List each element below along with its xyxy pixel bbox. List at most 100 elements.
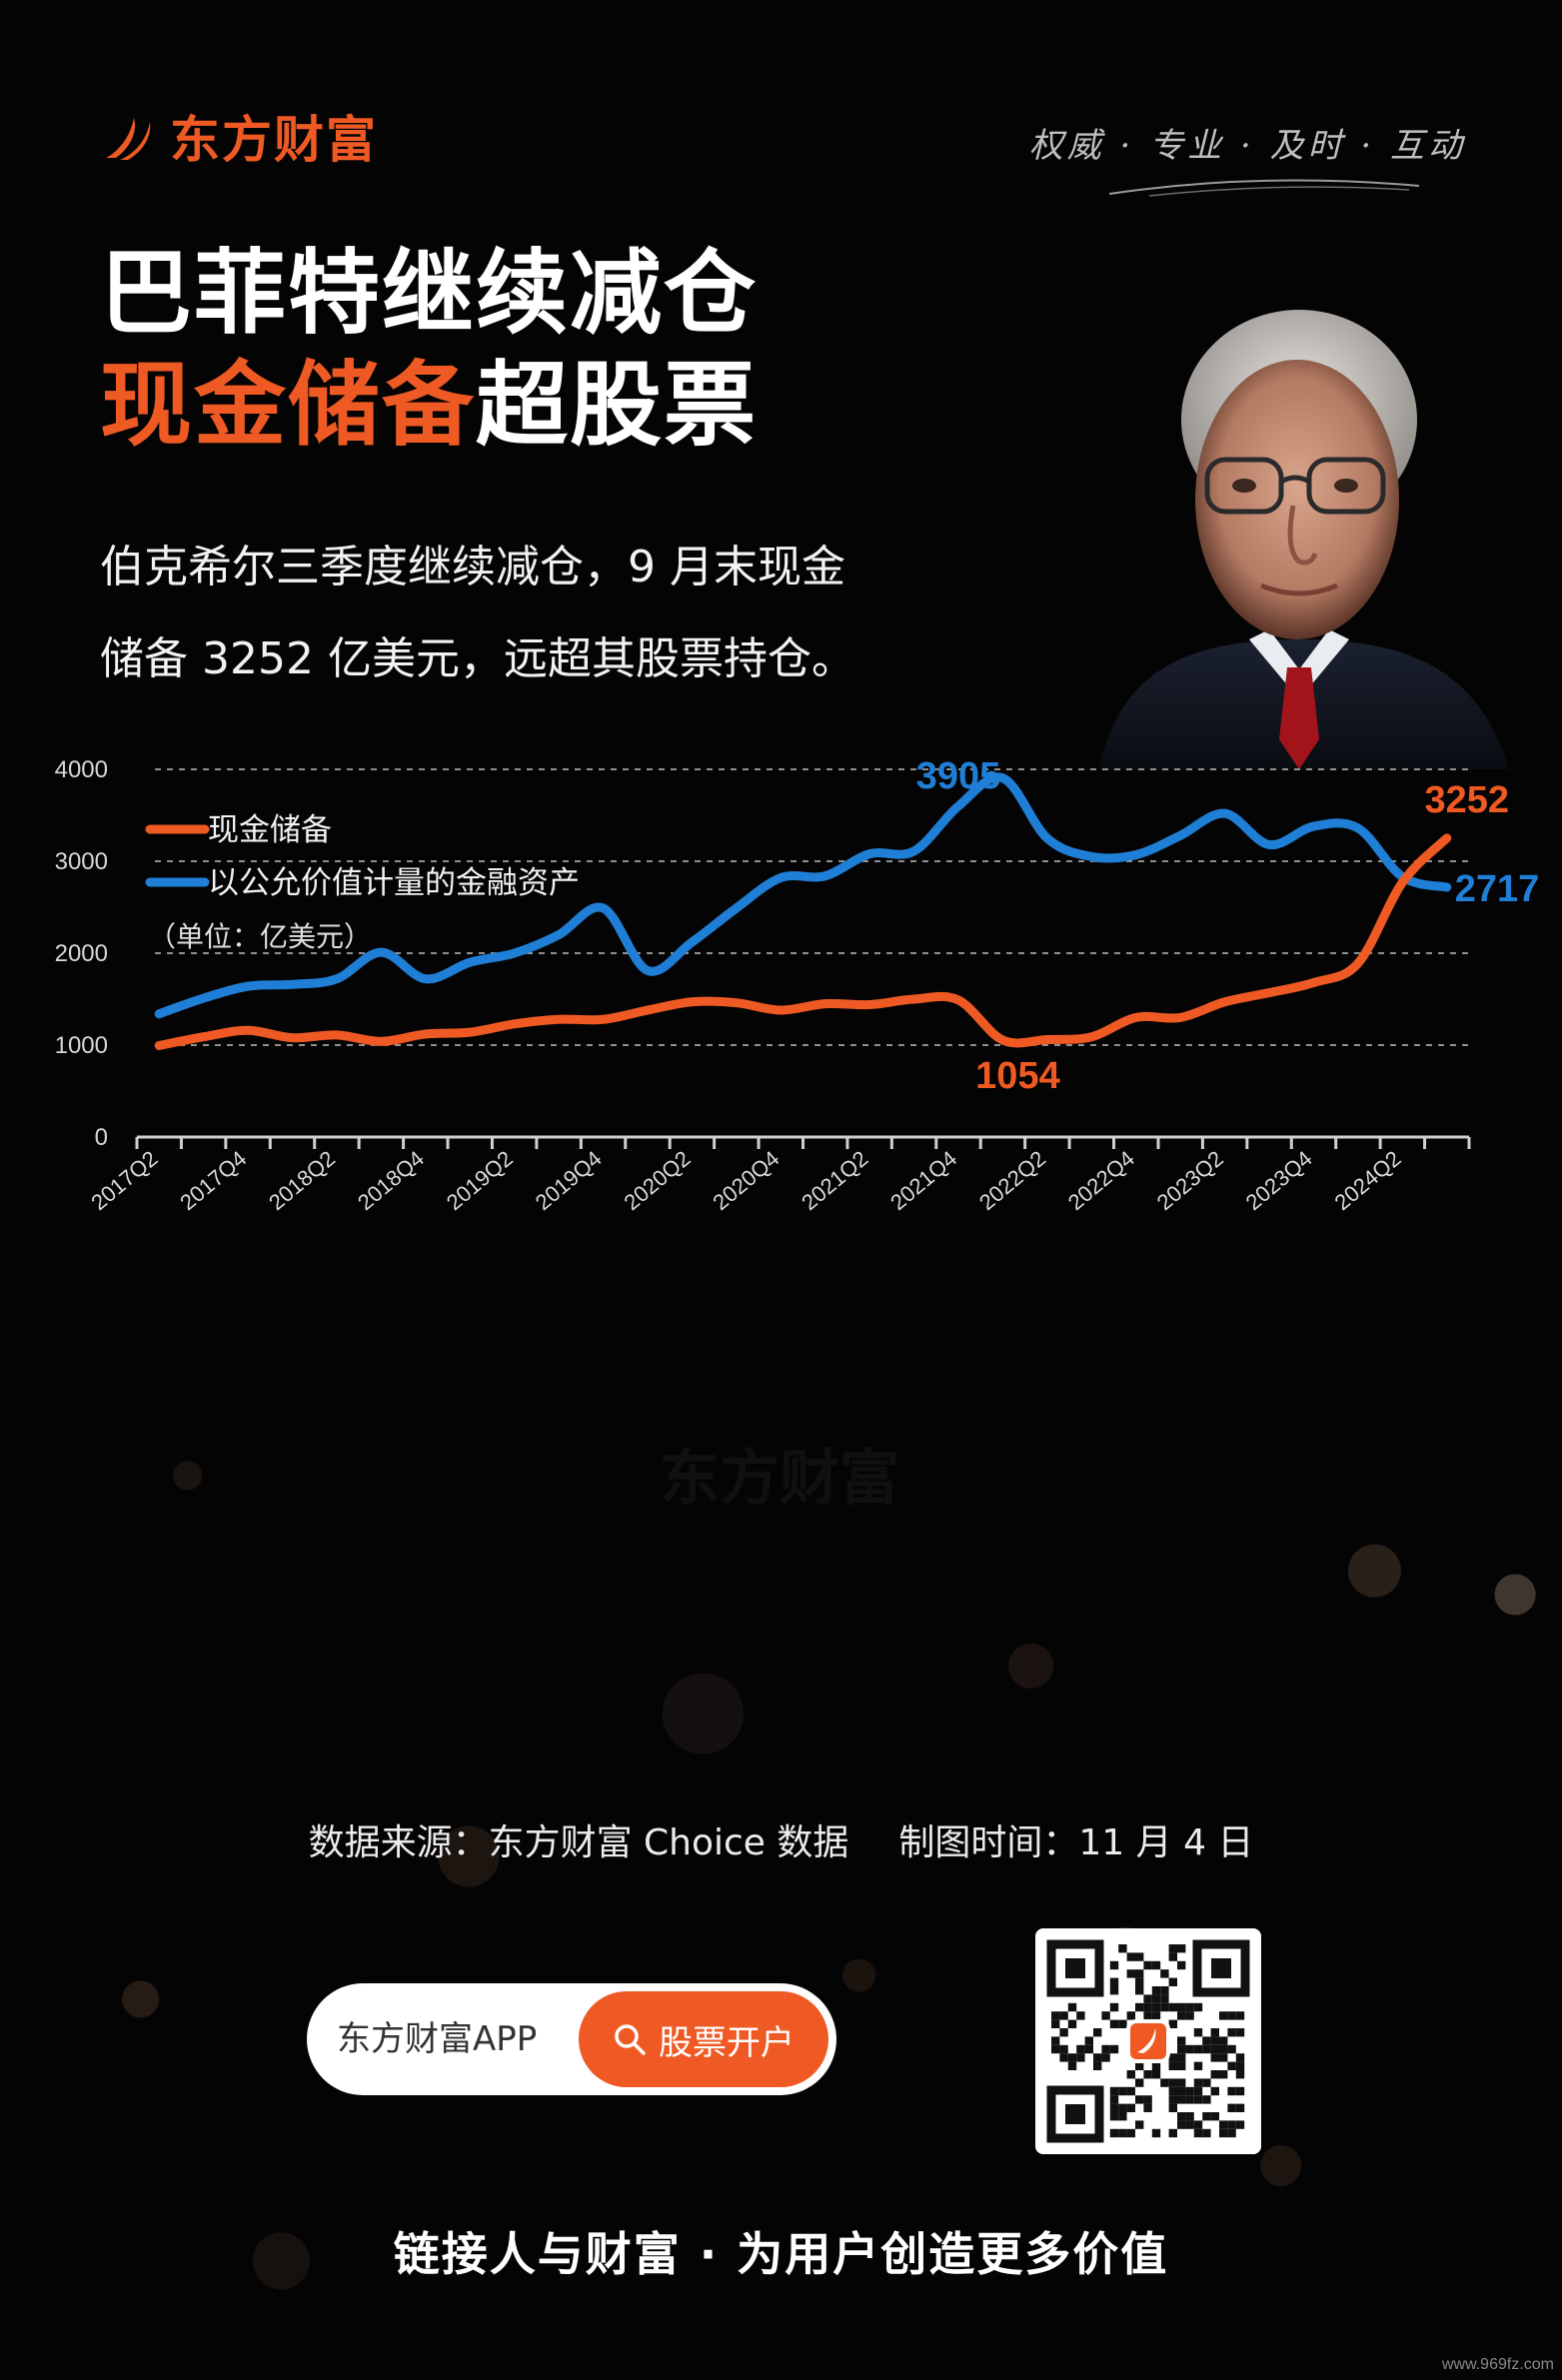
qr-module [1210, 2053, 1219, 2062]
qr-module [1193, 2044, 1203, 2054]
qr-module [1235, 2070, 1245, 2079]
data-point [558, 1018, 560, 1020]
data-point [380, 951, 382, 953]
qr-module [1126, 1969, 1135, 1978]
qr-module [1109, 2095, 1119, 2104]
data-point [158, 1044, 160, 1046]
data-point [691, 1001, 693, 1003]
qr-module [1051, 2044, 1060, 2054]
data-point [558, 934, 560, 936]
qr-module [1126, 2086, 1135, 2096]
qr-module [1168, 1944, 1177, 1953]
qr-module [1227, 2120, 1236, 2129]
app-pill[interactable]: 东方财富APP 股票开户 [307, 1983, 836, 2095]
data-point [913, 850, 915, 852]
qr-module [1143, 2095, 1152, 2104]
x-tick-label: 2024Q2 [1330, 1146, 1406, 1215]
qr-module [1118, 2019, 1127, 2028]
qr-module [1101, 2044, 1110, 2054]
qr-module [1177, 2078, 1186, 2087]
data-point [1446, 837, 1448, 839]
data-point [824, 875, 826, 877]
qr-module [1210, 2044, 1219, 2054]
qr-module [1193, 2002, 1203, 2012]
qr-module [1118, 1944, 1127, 1953]
qr-module [1168, 2019, 1177, 2028]
qr-module [1168, 2078, 1177, 2087]
qr-module [1101, 2011, 1110, 2020]
qr-module [1109, 1960, 1119, 1970]
x-tick-label: 2019Q2 [442, 1146, 518, 1215]
qr-module [1193, 2086, 1203, 2096]
subtitle-line1: 伯克希尔三季度继续减仓，9 月末现金 [100, 542, 845, 593]
footer-tagline: 链接人与财富 · 为用户创造更多价值 [393, 2227, 1169, 2281]
qr-module [1210, 2070, 1219, 2079]
data-point [336, 978, 338, 980]
x-tick-label: 2017Q2 [86, 1146, 162, 1215]
qr-module [1193, 2128, 1203, 2138]
qr-module [1177, 2044, 1186, 2054]
qr-module [1143, 2103, 1152, 2112]
data-point [1179, 834, 1181, 836]
qr-module [1151, 2002, 1161, 2012]
brand-flame-icon [106, 118, 151, 160]
qr-module [1210, 2086, 1219, 2096]
data-point [1224, 812, 1226, 814]
qr-module [1067, 2019, 1077, 2028]
qr-module [1059, 2028, 1068, 2037]
qr-module [1185, 2112, 1194, 2121]
qr-code[interactable] [1035, 1928, 1261, 2154]
qr-module [1219, 2128, 1228, 2138]
open-account-button[interactable]: 股票开户 [579, 1991, 828, 2087]
qr-module [1193, 2095, 1203, 2104]
qr-module [1160, 1994, 1169, 2003]
data-point [425, 1033, 427, 1035]
qr-module [1177, 2120, 1186, 2129]
qr-module [1227, 2028, 1236, 2037]
data-point [647, 1009, 649, 1011]
qr-module [1143, 1960, 1152, 1970]
qr-module [1093, 2053, 1102, 2062]
qr-module [1067, 2002, 1077, 2012]
data-point [1001, 1039, 1003, 1041]
qr-module [1227, 2103, 1236, 2112]
qr-module [1177, 1944, 1186, 1953]
qr-module [1177, 1960, 1186, 1970]
y-tick-label: 3000 [55, 848, 108, 875]
qr-module [1168, 2002, 1177, 2012]
y-tick-label: 2000 [55, 940, 108, 967]
headline-line2: 现金储备超股票 [100, 350, 758, 462]
series-line [154, 833, 1452, 1050]
qr-module [1067, 2061, 1077, 2070]
subtitle: 伯克希尔三季度继续减仓，9 月末现金 储备 3252 亿美元，远超其股票持仓。 [100, 522, 999, 705]
qr-module [1135, 2120, 1144, 2129]
qr-module [1185, 2095, 1194, 2104]
qr-module [1151, 2061, 1161, 2070]
qr-module [1177, 2095, 1186, 2104]
qr-module [1126, 2128, 1135, 2138]
qr-module [1135, 1969, 1144, 1978]
y-tick-label: 1000 [55, 1032, 108, 1059]
data-point [603, 1018, 605, 1020]
qr-module [1219, 2011, 1228, 2020]
qr-module [1227, 2011, 1236, 2020]
qr-module [1168, 1977, 1177, 1986]
qr-module [1168, 2086, 1177, 2096]
data-point [514, 952, 516, 954]
x-tick-label: 2021Q2 [796, 1146, 872, 1215]
x-tick-label: 2023Q2 [1152, 1146, 1228, 1215]
qr-module [1118, 2086, 1127, 2096]
qr-module [1168, 2103, 1177, 2112]
qr-module [1235, 2061, 1245, 2070]
qr-module [1051, 2036, 1060, 2045]
qr-module [1118, 2112, 1127, 2121]
qr-module [1126, 1952, 1135, 1961]
qr-module [1151, 1994, 1161, 2003]
x-tick-label: 2023Q4 [1241, 1146, 1317, 1215]
headline: 巴菲特继续减仓 现金储备超股票 [100, 238, 758, 462]
qr-module [1126, 2103, 1135, 2112]
line-chart: 东方财富 0 1000 2000 3000 4000 2017Q2 2017Q4 2018Q2… [55, 755, 1540, 1512]
headline-line1: 巴菲特继续减仓 [100, 240, 759, 347]
qr-module [1202, 2128, 1211, 2138]
data-point [824, 1003, 826, 1005]
